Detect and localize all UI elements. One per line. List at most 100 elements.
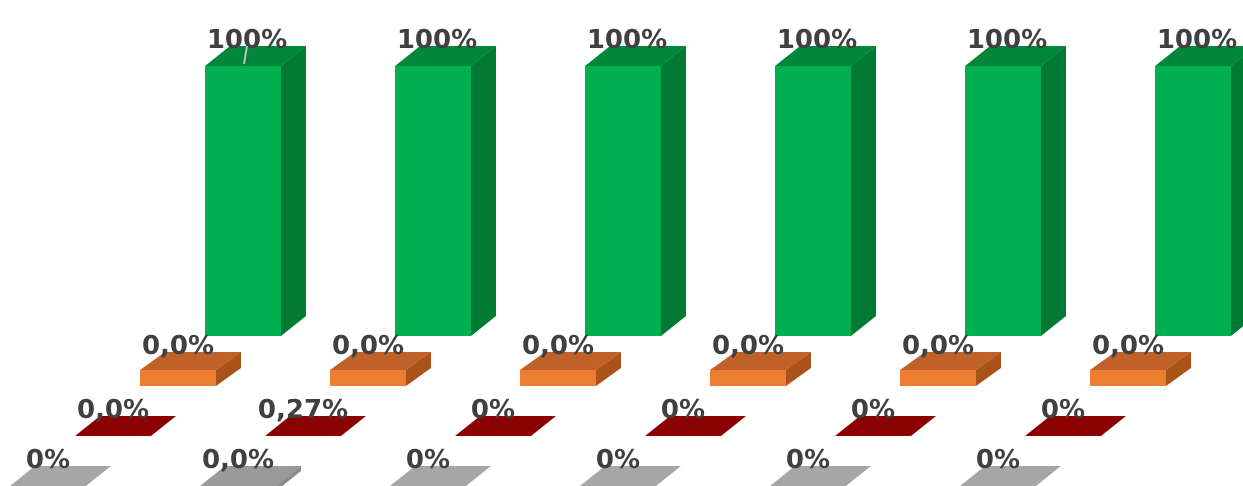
bar-s1-c4 (775, 46, 876, 336)
bar-top (775, 46, 876, 66)
bar-top (900, 352, 1001, 370)
bar-top (520, 352, 621, 370)
bar-side (406, 352, 431, 386)
bar-top (960, 466, 1061, 486)
bar-s3-c5 (835, 416, 936, 436)
bar-front (965, 66, 1041, 336)
bar-side (1166, 352, 1191, 386)
bar-front (1155, 66, 1231, 336)
bar-top (1025, 416, 1126, 436)
bar-s4-c5 (770, 466, 871, 486)
bar-top (395, 46, 496, 66)
bar-side (661, 46, 686, 336)
bar-top (265, 416, 366, 436)
data-label-s3-c5: 0% (851, 395, 895, 425)
data-label-s3-c6: 0% (1041, 395, 1085, 425)
bar-s2-c6 (1090, 352, 1191, 386)
data-label-s4-c1: 0% (26, 445, 70, 475)
bar-top (965, 46, 1066, 66)
bar-side (216, 352, 241, 386)
bar-side (471, 46, 496, 336)
bar-side (276, 466, 301, 486)
bar-s4-c1 (10, 466, 111, 486)
bar-top (75, 416, 176, 436)
data-label-s3-c3: 0% (471, 395, 515, 425)
data-label-s3-c1: 0,0% (77, 395, 149, 425)
chart-marks (10, 46, 1243, 486)
bar-s2-c4 (710, 352, 811, 386)
bar-top (645, 416, 746, 436)
bar-top (1090, 352, 1191, 370)
bar-side (596, 352, 621, 386)
bar-s4-c6 (960, 466, 1061, 486)
bar-top (330, 352, 431, 370)
bar-top (10, 466, 111, 486)
data-label-s2-c5: 0,0% (902, 331, 974, 361)
data-label-s2-c6: 0,0% (1092, 331, 1164, 361)
bar-s1-c6 (1155, 46, 1243, 336)
bar-s1-c5 (965, 46, 1066, 336)
data-label-s4-c6: 0% (976, 445, 1020, 475)
data-label-s2-c1: 0,0% (142, 331, 214, 361)
bar-top (140, 352, 241, 370)
data-label-s1-c5: 100% (967, 25, 1047, 55)
leader-line (243, 45, 248, 65)
bar-side (1231, 56, 1243, 336)
bar-top (585, 46, 686, 66)
bar-side (1041, 46, 1066, 336)
bar-front (585, 66, 661, 336)
bar-top (390, 466, 491, 486)
data-label-s4-c5: 0% (786, 445, 830, 475)
bar-front (1090, 370, 1166, 386)
bar-front (900, 370, 976, 386)
bar-front (140, 370, 216, 386)
bar-top (770, 466, 871, 486)
data-label-s2-c4: 0,0% (712, 331, 784, 361)
bar-top (200, 466, 301, 486)
data-label-s4-c4: 0% (596, 445, 640, 475)
bar-s2-c5 (900, 352, 1001, 386)
bar-s3-c3 (455, 416, 556, 436)
bar-s4-c4 (580, 466, 681, 486)
bar-s1-c1 (205, 46, 306, 336)
bar-s2-c3 (520, 352, 621, 386)
data-label-s1-c2: 100% (397, 25, 477, 55)
bar-front (395, 66, 471, 336)
data-label-s1-c6: 100% (1157, 25, 1237, 55)
bar-top (835, 416, 936, 436)
bar-s2-c1 (140, 352, 241, 386)
data-label-s3-c4: 0% (661, 395, 705, 425)
bar-front (710, 370, 786, 386)
bar-s1-c2 (395, 46, 496, 336)
bar-front (775, 66, 851, 336)
bar-s3-c1 (75, 416, 176, 436)
chart-data-labels: 100% 100% 100% 100% 100% 100%0,0% 0,0% 0,0% 0,0%… (26, 25, 1237, 475)
bar-front (330, 370, 406, 386)
bar-side (786, 352, 811, 386)
data-label-s4-c3: 0% (406, 445, 450, 475)
bar-top (580, 466, 681, 486)
bar-s2-c2 (330, 352, 431, 386)
bar-side (851, 46, 876, 336)
data-label-s1-c3: 100% (587, 25, 667, 55)
bar-front (520, 370, 596, 386)
data-label-s4-c2: 0,0% (202, 445, 274, 475)
bar-side (281, 46, 306, 336)
bar-front (205, 66, 281, 336)
data-label-s2-c2: 0,0% (332, 331, 404, 361)
bar-s1-c3 (585, 46, 686, 336)
bar-top (205, 46, 306, 66)
bar-side (976, 352, 1001, 386)
bar-s4-c3 (390, 466, 491, 486)
bar-top (455, 416, 556, 436)
bar-s3-c4 (645, 416, 746, 436)
bar-top (1155, 46, 1243, 66)
data-label-s2-c3: 0,0% (522, 331, 594, 361)
bar-s4-c2 (200, 466, 301, 486)
bar-top (710, 352, 811, 370)
data-label-s1-c4: 100% (777, 25, 857, 55)
data-label-s3-c2: 0,27% (258, 395, 348, 425)
bar-s3-c6 (1025, 416, 1126, 436)
bar-s3-c2 (265, 416, 366, 436)
